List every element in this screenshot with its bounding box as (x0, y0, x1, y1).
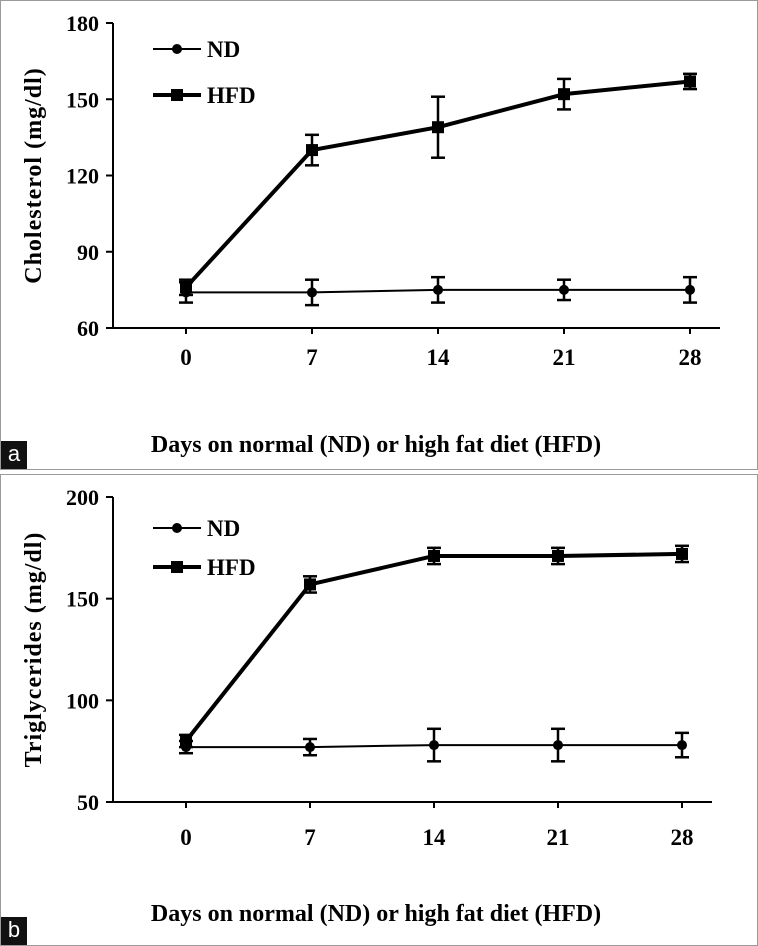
y-tick-label: 150 (66, 587, 99, 612)
x-tick-label: 21 (553, 345, 576, 370)
y-tick-label: 120 (66, 164, 99, 189)
panel-label-a: a (1, 441, 27, 469)
data-point-hfd (304, 578, 316, 591)
data-point-nd (677, 740, 687, 751)
data-point-hfd (552, 549, 564, 562)
panel-label-b: b (1, 917, 27, 945)
data-point-hfd (432, 121, 444, 134)
y-axis-label: Triglycerides (mg/dl) (21, 532, 47, 768)
data-point-hfd (428, 549, 440, 562)
data-point-nd (553, 740, 563, 751)
data-point-nd (307, 287, 317, 298)
y-tick-label: 150 (66, 87, 99, 112)
data-point-hfd (676, 547, 688, 560)
chart-panel-b: 50 100 150 200 0 7 14 21 28 Days on normal (ND) o… (0, 474, 758, 946)
x-tick-label: 7 (306, 345, 318, 370)
series-line-hfd (184, 551, 683, 743)
legend-label-nd: ND (207, 516, 240, 541)
data-point-hfd (684, 75, 696, 88)
x-tick-label: 0 (180, 825, 192, 850)
legend-marker-nd (172, 523, 182, 533)
data-point-nd (433, 284, 443, 295)
data-point-nd (429, 740, 439, 751)
data-point-nd (685, 284, 695, 295)
y-tick-label: 90 (77, 240, 99, 265)
data-point-hfd (306, 144, 318, 157)
x-tick-label: 14 (427, 345, 451, 370)
x-tick-label: 14 (423, 825, 447, 850)
legend-label-nd: ND (207, 37, 240, 62)
x-tick-label: 7 (304, 825, 316, 850)
legend-marker-nd (172, 44, 182, 54)
y-axis-label: Cholesterol (mg/dl) (21, 67, 47, 284)
y-tick-label: 100 (66, 688, 99, 713)
cholesterol-chart: 60 90 120 150 180 0 7 14 21 28 Days on normal (ND)… (21, 11, 720, 458)
legend-label-hfd: HFD (207, 555, 256, 580)
y-tick-label: 180 (66, 11, 99, 36)
y-tick-label: 60 (77, 316, 99, 341)
x-tick-label: 0 (180, 345, 192, 370)
x-tick-label: 28 (671, 825, 694, 850)
y-tick-label: 50 (77, 790, 99, 815)
legend-marker-hfd (171, 89, 183, 101)
chart-panel-a: 60 90 120 150 180 0 7 14 21 28 Days on normal (ND)… (0, 0, 758, 470)
data-point-nd (559, 284, 569, 295)
data-point-hfd (180, 281, 192, 294)
legend-marker-hfd (171, 561, 183, 573)
data-point-hfd (180, 735, 192, 747)
legend-label-hfd: HFD (207, 83, 256, 108)
x-tick-label: 28 (679, 345, 702, 370)
x-axis-label: Days on normal (ND) or high fat diet (HF… (151, 432, 601, 458)
data-point-nd (305, 742, 315, 753)
x-axis-label: Days on normal (ND) or high fat diet (HF… (151, 901, 601, 927)
data-point-hfd (558, 88, 570, 101)
x-tick-label: 21 (547, 825, 570, 850)
y-tick-label: 200 (66, 485, 99, 510)
triglycerides-chart: 50 100 150 200 0 7 14 21 28 Days on normal (ND) o… (21, 485, 712, 927)
